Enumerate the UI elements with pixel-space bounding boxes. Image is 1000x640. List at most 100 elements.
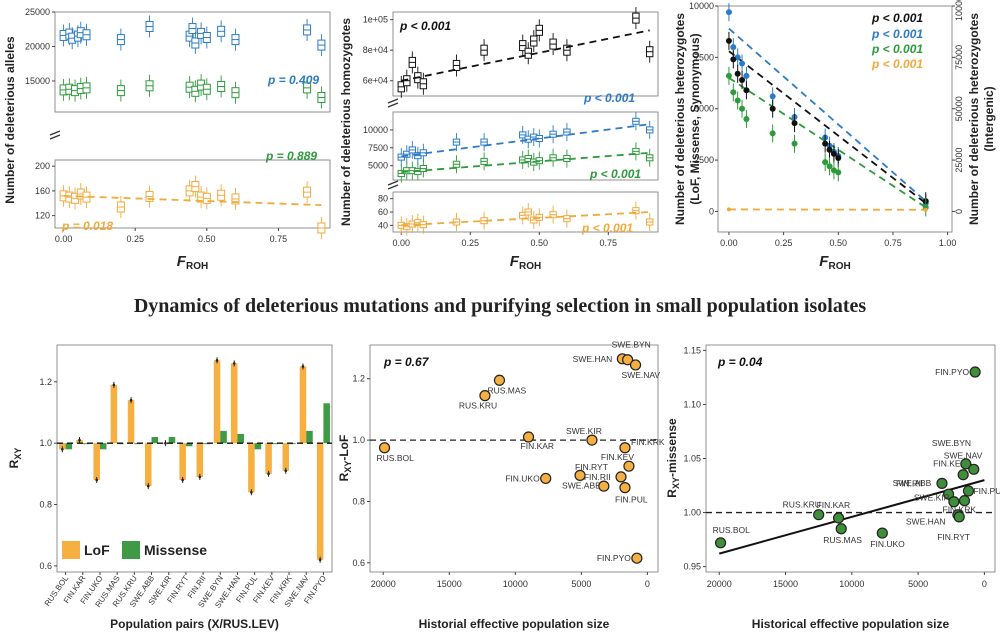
y-tick-label: 1e+05 bbox=[363, 15, 388, 25]
point-label: SWE.BYN bbox=[932, 438, 971, 448]
x-tick-label: 0.50 bbox=[830, 238, 848, 248]
legend-swatch bbox=[122, 541, 140, 559]
data-point bbox=[629, 359, 642, 371]
p-value-annotation: p < 0.001 bbox=[589, 167, 641, 181]
p-value-annotation: p < 0.001 bbox=[583, 91, 635, 105]
point-label: FIN.RII bbox=[896, 478, 923, 488]
point-label: FIN.UKO bbox=[505, 473, 540, 483]
y-axis-title-sub: XY bbox=[13, 448, 23, 460]
point-label: RUS.MAS bbox=[823, 535, 862, 545]
p-value-annotation: p < 0.001 bbox=[871, 11, 923, 25]
y-tick-label: 1.2 bbox=[39, 377, 52, 387]
point-label: SWE.ABB bbox=[893, 478, 932, 488]
bar-point bbox=[181, 478, 184, 482]
missense-bar bbox=[151, 437, 159, 444]
data-point bbox=[830, 150, 837, 157]
y-tick-label: 120 bbox=[35, 211, 50, 221]
legend-swatch bbox=[62, 541, 80, 559]
x-axis-title: Historial effective population size bbox=[419, 617, 610, 631]
data-point bbox=[958, 495, 971, 507]
data-point bbox=[791, 140, 798, 147]
data-point bbox=[734, 70, 741, 77]
point-label: RUS.MAS bbox=[487, 385, 526, 395]
p-value-annotation: p = 0.409 bbox=[267, 73, 319, 87]
x-axis-title-main: F bbox=[819, 253, 829, 270]
data-point bbox=[586, 434, 598, 446]
x-tick-label: 0.75 bbox=[600, 238, 618, 248]
axis-break-mark bbox=[49, 130, 61, 136]
bar-point bbox=[78, 438, 81, 442]
missense-bar bbox=[237, 433, 244, 444]
data-point bbox=[631, 552, 643, 564]
x-tick-label: 0.75 bbox=[884, 238, 902, 248]
p-value-annotation: p = 0.018 bbox=[61, 219, 113, 233]
bar-point bbox=[301, 365, 305, 368]
y-axis-title: RXY-LoF bbox=[337, 435, 353, 482]
y-tick-label: 80 bbox=[378, 194, 388, 204]
x-tick-label: 0 bbox=[982, 579, 987, 589]
x-tick-label: 15000 bbox=[437, 579, 462, 589]
y-tick-label: 0.8 bbox=[352, 496, 365, 506]
y-axis-title-main: R bbox=[337, 472, 351, 481]
y-tick-label: 1.05 bbox=[683, 454, 701, 464]
point-label: FIN.RII bbox=[584, 472, 611, 482]
data-point bbox=[769, 93, 776, 100]
missense-bar bbox=[271, 443, 279, 445]
data-point bbox=[725, 72, 732, 79]
bar-point bbox=[215, 359, 219, 362]
y-tick-label: 0.6 bbox=[39, 561, 52, 571]
data-point bbox=[835, 155, 842, 162]
data-point bbox=[769, 105, 776, 112]
y-tick-label: 20000 bbox=[25, 41, 50, 51]
point-label: SWE.ABB bbox=[562, 480, 601, 490]
y-tick-label: 1.0 bbox=[352, 435, 365, 445]
data-point bbox=[943, 488, 955, 500]
missense-bar bbox=[185, 443, 193, 447]
data-point bbox=[734, 97, 741, 104]
lof-bar bbox=[248, 443, 255, 493]
panel-b-deleterious-homozygotes: 6e+04 8e+04 1e+05 5000 7500 10000 40 60 80 0.00 0.… bbox=[339, 7, 659, 272]
data-point bbox=[725, 37, 732, 44]
point-label: SWE.KIR bbox=[566, 426, 602, 436]
data-point bbox=[743, 87, 750, 94]
p-value-annotation: p < 0.001 bbox=[581, 221, 633, 235]
y-tick-label: 7500 bbox=[368, 143, 388, 153]
lof-bar bbox=[282, 443, 290, 471]
y-tick-label: 0 bbox=[709, 206, 714, 216]
data-point bbox=[769, 130, 776, 137]
axis-break-mark bbox=[49, 134, 61, 140]
data-point bbox=[378, 442, 391, 454]
data-point bbox=[725, 9, 732, 16]
data-point bbox=[479, 390, 491, 402]
point-label: FIN.KAR bbox=[817, 500, 851, 510]
missense-bar bbox=[323, 403, 330, 444]
y-axis-title-suffix: -LoF bbox=[337, 435, 351, 461]
x-tick-label: 20000 bbox=[371, 579, 396, 589]
data-point bbox=[957, 469, 969, 481]
data-point bbox=[730, 44, 737, 51]
p-value-annotation: p < 0.001 bbox=[871, 27, 923, 41]
lof-bar bbox=[316, 443, 324, 560]
point-label: SWE.BYN bbox=[612, 340, 651, 350]
point-label: FIN.KRK bbox=[631, 437, 665, 447]
y-tick-label: 40 bbox=[378, 220, 388, 230]
data-point bbox=[739, 60, 746, 67]
point-label: RUS.KRU bbox=[783, 500, 821, 510]
y2-tick-label: 0 bbox=[954, 209, 964, 214]
x-tick-label: 1.00 bbox=[939, 238, 957, 248]
lof-bar bbox=[299, 366, 307, 444]
x-tick-label: 0.00 bbox=[720, 238, 738, 248]
data-point bbox=[619, 482, 631, 494]
y-tick-label: 1.10 bbox=[683, 399, 701, 409]
bar-point bbox=[232, 362, 236, 365]
point-label: FIN.PYO bbox=[935, 367, 969, 377]
plot-area bbox=[705, 344, 996, 573]
data-point bbox=[522, 431, 535, 443]
x-tick-label: 0.50 bbox=[531, 238, 549, 248]
y-tick-label: 200 bbox=[35, 161, 50, 171]
data-point bbox=[826, 146, 833, 153]
point-label: FIN.RYT bbox=[575, 462, 608, 472]
lof-bar bbox=[145, 443, 152, 487]
x-axis-title-sub: ROH bbox=[519, 261, 541, 272]
bar-point bbox=[61, 447, 64, 451]
